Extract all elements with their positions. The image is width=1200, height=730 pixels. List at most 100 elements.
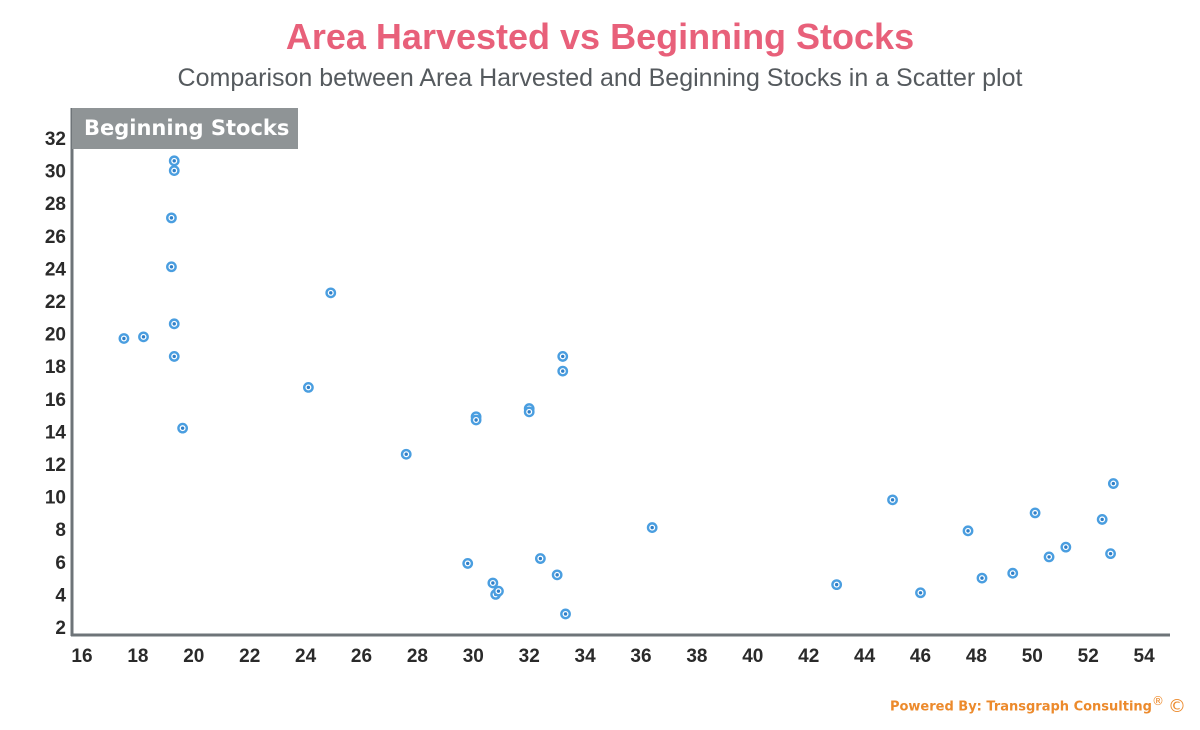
x-tick-label: 24 (295, 646, 317, 667)
data-point[interactable] (523, 406, 535, 418)
x-tick-label: 26 (351, 646, 372, 667)
chart-subtitle: Comparison between Area Harvested and Be… (177, 64, 1023, 92)
point-dot (561, 354, 565, 359)
x-tick-label: 18 (127, 646, 148, 667)
point-dot (329, 291, 333, 295)
data-point[interactable] (168, 318, 180, 330)
point-dot (538, 556, 543, 561)
data-point[interactable] (1043, 551, 1055, 563)
data-point[interactable] (1107, 478, 1119, 489)
data-point[interactable] (962, 525, 974, 537)
y-tick-label: 26 (45, 227, 66, 248)
data-point[interactable] (560, 608, 571, 620)
data-point[interactable] (1060, 541, 1072, 553)
data-point[interactable] (400, 448, 412, 460)
y-tick-label: 20 (45, 325, 66, 346)
data-point[interactable] (302, 381, 314, 393)
y-tick-label: 10 (45, 488, 66, 509)
y-tick-label: 2 (55, 618, 66, 639)
data-point[interactable] (915, 587, 926, 599)
point-dot (172, 159, 176, 163)
point-dot (141, 335, 146, 339)
data-point[interactable] (534, 553, 546, 564)
y-tick-label: 18 (45, 357, 66, 378)
point-dot (172, 354, 176, 359)
y-tick-label: 12 (45, 455, 66, 476)
point-dot (404, 452, 408, 456)
data-point[interactable] (325, 287, 337, 299)
point-dot (1033, 511, 1037, 515)
point-dot (834, 582, 839, 587)
y-tick-label: 32 (45, 129, 66, 150)
y-tick-label: 14 (45, 422, 67, 443)
copyright-icon: © (1168, 696, 1186, 718)
data-point[interactable] (551, 569, 563, 581)
data-point[interactable] (557, 351, 569, 362)
y-tick-label: 6 (55, 553, 66, 574)
data-point[interactable] (1096, 514, 1108, 525)
data-point[interactable] (177, 422, 189, 434)
data-point[interactable] (887, 494, 898, 506)
x-tick-label: 50 (1022, 646, 1043, 667)
data-point[interactable] (166, 212, 177, 224)
data-point[interactable] (462, 558, 474, 569)
point-dot (561, 369, 565, 373)
x-tick-label: 34 (575, 646, 597, 667)
data-point[interactable] (168, 165, 180, 177)
data-point[interactable] (166, 261, 177, 273)
data-point[interactable] (976, 572, 988, 584)
registered-mark: ® (1152, 694, 1164, 708)
data-point[interactable] (831, 579, 843, 591)
point-dot (169, 216, 174, 220)
data-point[interactable] (138, 331, 149, 343)
point-dot (172, 322, 176, 326)
x-tick-label: 20 (183, 646, 204, 667)
x-tick-label: 44 (854, 646, 876, 667)
x-tick-label: 52 (1078, 646, 1099, 667)
point-dot (306, 385, 311, 390)
point-dot (980, 576, 984, 580)
data-point[interactable] (168, 351, 180, 362)
point-dot (491, 581, 495, 585)
x-tick-label: 38 (686, 646, 707, 667)
point-dot (496, 589, 501, 593)
point-dot (172, 168, 176, 173)
x-tick-labels: 16 18 20 22 24 26 28 30 32 34 36 38 40 42 44 46 48 50 52 54 (71, 646, 1155, 667)
point-dot (1011, 571, 1015, 575)
point-dot (169, 265, 174, 269)
data-point[interactable] (168, 155, 180, 167)
data-point[interactable] (646, 522, 658, 533)
x-tick-label: 22 (239, 646, 260, 667)
data-point[interactable] (487, 577, 499, 589)
data-points (118, 155, 1119, 620)
x-tick-label: 36 (630, 646, 651, 667)
x-tick-label: 54 (1134, 646, 1156, 667)
x-tick-label: 46 (910, 646, 931, 667)
point-dot (1108, 551, 1113, 556)
footer-credit[interactable]: Powered By: Transgraph Consulting® © (890, 694, 1186, 717)
x-tick-label: 16 (71, 646, 92, 667)
data-point[interactable] (118, 333, 130, 344)
point-dot (122, 336, 126, 341)
footer-text: Powered By: Transgraph Consulting (889, 699, 1152, 715)
data-point[interactable] (493, 585, 504, 597)
data-point[interactable] (1007, 567, 1019, 579)
chart-axes (70, 108, 1170, 637)
data-point[interactable] (1029, 507, 1041, 519)
y-tick-label: 16 (45, 390, 66, 411)
data-point[interactable] (557, 365, 569, 377)
point-dot (1064, 545, 1068, 549)
data-point[interactable] (470, 414, 482, 426)
point-dot (890, 498, 895, 502)
y-tick-label: 4 (55, 585, 66, 606)
point-dot (527, 410, 531, 414)
point-dot (180, 426, 185, 430)
point-dot (1111, 481, 1116, 486)
y-tick-label: 30 (45, 162, 66, 183)
x-tick-label: 28 (407, 646, 428, 667)
point-dot (555, 573, 559, 577)
y-axis-label: Beginning Stocks (72, 108, 298, 149)
data-point[interactable] (1105, 548, 1116, 560)
point-dot (918, 591, 923, 595)
